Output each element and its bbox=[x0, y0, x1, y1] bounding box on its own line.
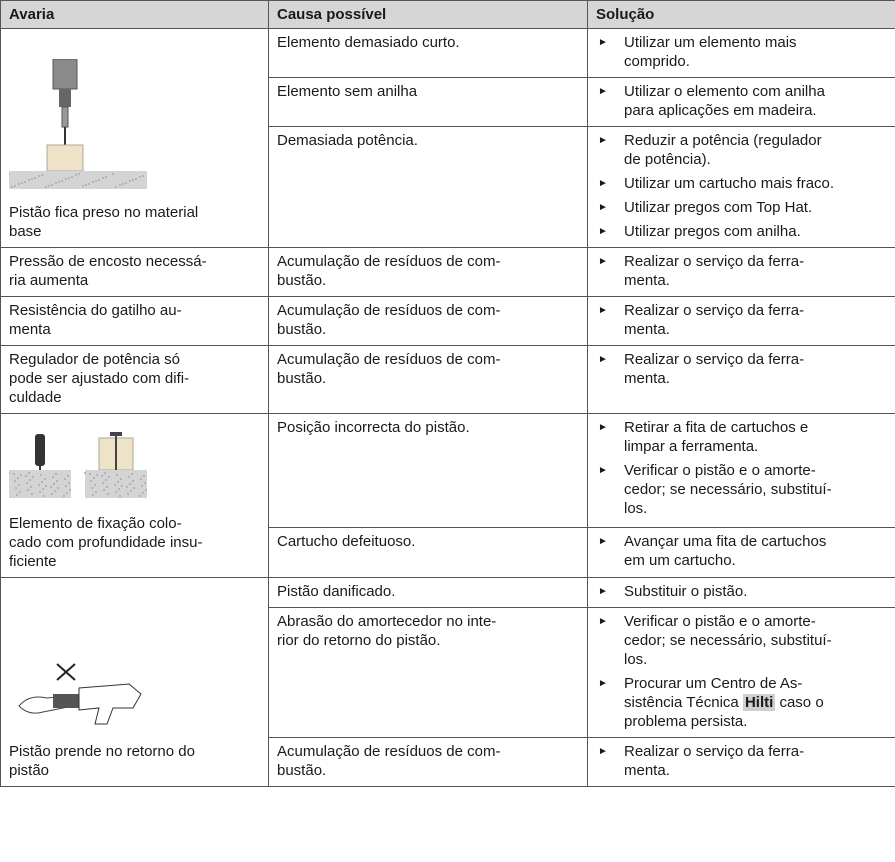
cause-cell: Acumulação de resíduos de com- bustão. bbox=[268, 737, 588, 787]
solution-item: Realizar o serviço da ferra- menta. bbox=[596, 301, 887, 339]
cause-cell: Acumulação de resíduos de com- bustão. bbox=[268, 247, 588, 297]
solution-item: Realizar o serviço da ferra- menta. bbox=[596, 252, 887, 290]
cause-text: Posição incorrecta do pistão. bbox=[277, 419, 470, 436]
cause-text: Acumulação de resíduos de com- bustão. bbox=[277, 351, 501, 387]
table-row: Pistão prende no retorno do pistão Pistão… bbox=[0, 577, 895, 787]
solution-item: Retirar a fita de cartuchos e limpar a f… bbox=[596, 418, 887, 456]
cause-cell: Acumulação de resíduos de com- bustão. bbox=[268, 296, 588, 346]
cause-cell: Elemento demasiado curto. bbox=[268, 28, 588, 78]
table-row: Resistência do gatilho au- menta Acumulaç… bbox=[0, 296, 895, 346]
cause-cell: Demasiada potência. bbox=[268, 126, 588, 248]
cause-text: Elemento sem anilha bbox=[277, 83, 418, 100]
solution-item: Realizar o serviço da ferra- menta. bbox=[596, 350, 887, 388]
cause-cell: Cartucho defeituoso. bbox=[268, 526, 588, 579]
solution-text: Procurar um Centro de As- sistência Técn… bbox=[624, 675, 803, 711]
illustration bbox=[9, 59, 147, 189]
fault-text: Pistão prende no retorno do pistão bbox=[9, 743, 195, 779]
solution-item: Verificar o pistão e o amorte- cedor; se… bbox=[596, 612, 887, 669]
table-row: Regulador de potência só pode ser ajusta… bbox=[0, 345, 895, 414]
table-row: Pistão fica preso no material base Elemen… bbox=[0, 28, 895, 248]
fault-cell: Pressão de encosto necessá- ria aumenta bbox=[0, 247, 269, 297]
brand-name: Hilti bbox=[742, 694, 776, 711]
solution-list: Realizar o serviço da ferra- menta. bbox=[596, 301, 887, 339]
fault-cell: Pistão prende no retorno do pistão bbox=[0, 577, 269, 787]
solution-list: Reduzir a potência (regulador de potênci… bbox=[596, 131, 887, 241]
solution-item: Verificar o pistão e o amorte- cedor; se… bbox=[596, 461, 887, 518]
solution-cell: Utilizar o elemento com anilha para apli… bbox=[587, 77, 895, 127]
solution-cell: Verificar o pistão e o amorte- cedor; se… bbox=[587, 607, 895, 738]
solution-list: Avançar uma fita de cartuchos em um cart… bbox=[596, 532, 887, 570]
solution-item: Utilizar um elemento mais comprido. bbox=[596, 33, 887, 71]
solution-text: caso o problema persista. bbox=[624, 694, 824, 730]
cause-cell: Abrasão do amortecedor no inte- rior do … bbox=[268, 607, 588, 738]
fault-cell: Regulador de potência só pode ser ajusta… bbox=[0, 345, 269, 414]
fault-cell: Resistência do gatilho au- menta bbox=[0, 296, 269, 346]
solution-list: Utilizar um elemento mais comprido. bbox=[596, 33, 887, 71]
table-row: Pressão de encosto necessá- ria aumenta A… bbox=[0, 247, 895, 297]
solution-cell: Realizar o serviço da ferra- menta. bbox=[587, 247, 895, 297]
cause-text: Pistão danificado. bbox=[277, 583, 396, 600]
table-row: Abrasão do amortecedor no inte- rior do … bbox=[1, 607, 895, 738]
header-cell: Solução bbox=[587, 0, 895, 29]
solution-list: Realizar o serviço da ferra- menta. bbox=[596, 742, 887, 780]
solution-item: Realizar o serviço da ferra- menta. bbox=[596, 742, 887, 780]
table-row: Demasiada potência. Reduzir a potência (r… bbox=[1, 126, 895, 248]
cause-text: Abrasão do amortecedor no inte- rior do … bbox=[277, 613, 497, 649]
solution-list: Utilizar o elemento com anilha para apli… bbox=[596, 82, 887, 120]
solution-cell: Realizar o serviço da ferra- menta. bbox=[587, 737, 895, 787]
illustration bbox=[18, 663, 142, 725]
fault-text: Pistão fica preso no material base bbox=[9, 204, 199, 240]
cause-text: Demasiada potência. bbox=[277, 132, 418, 149]
cause-cell: Posição incorrecta do pistão. bbox=[268, 413, 588, 528]
solution-list: Verificar o pistão e o amorte- cedor; se… bbox=[596, 612, 887, 731]
solution-cell: Realizar o serviço da ferra- menta. bbox=[587, 345, 895, 414]
table-row: Cartucho defeituoso. Avançar uma fita de … bbox=[1, 526, 895, 579]
fault-text: Resistência do gatilho au- menta bbox=[9, 302, 182, 338]
cause-text: Acumulação de resíduos de com- bustão. bbox=[277, 302, 501, 338]
fault-table: Avaria Causa possível Solução Pistão fic… bbox=[0, 0, 895, 787]
fault-text: Pressão de encosto necessá- ria aumenta bbox=[9, 253, 207, 289]
cause-cell: Acumulação de resíduos de com- bustão. bbox=[268, 345, 588, 414]
cause-text: Cartucho defeituoso. bbox=[277, 532, 416, 550]
solution-item: Procurar um Centro de As- sistência Técn… bbox=[596, 674, 887, 731]
solution-cell: Reduzir a potência (regulador de potênci… bbox=[587, 126, 895, 248]
table-row: Elemento de fixação colo- cado com profu… bbox=[0, 413, 895, 578]
cause-text: Acumulação de resíduos de com- bustão. bbox=[277, 253, 501, 289]
solution-item: Reduzir a potência (regulador de potênci… bbox=[596, 131, 887, 169]
solution-list: Substituir o pistão. bbox=[596, 582, 887, 601]
solution-cell: Realizar o serviço da ferra- menta. bbox=[587, 296, 895, 346]
solution-item: Utilizar um cartucho mais fraco. bbox=[596, 174, 887, 193]
illustration bbox=[9, 432, 147, 498]
solution-cell: Substituir o pistão. bbox=[587, 577, 895, 608]
fault-cell: Pistão fica preso no material base bbox=[0, 28, 269, 248]
cause-cell: Elemento sem anilha bbox=[268, 77, 588, 127]
solution-item: Avançar uma fita de cartuchos em um cart… bbox=[596, 532, 887, 570]
cause-text: Elemento demasiado curto. bbox=[277, 34, 460, 51]
solution-cell: Avançar uma fita de cartuchos em um cart… bbox=[587, 526, 895, 579]
solution-item: Substituir o pistão. bbox=[596, 582, 887, 601]
solution-list: Realizar o serviço da ferra- menta. bbox=[596, 252, 887, 290]
solution-cell: Utilizar um elemento mais comprido. bbox=[587, 28, 895, 78]
table-body: Pistão fica preso no material base Elemen… bbox=[0, 28, 895, 787]
solution-item: Utilizar o elemento com anilha para apli… bbox=[596, 82, 887, 120]
solution-cell: Retirar a fita de cartuchos e limpar a f… bbox=[587, 413, 895, 528]
fault-cell: Elemento de fixação colo- cado com profu… bbox=[0, 413, 269, 578]
header-cell: Causa possível bbox=[268, 0, 588, 29]
table-row: Acumulação de resíduos de com- bustão. Re… bbox=[1, 737, 895, 787]
solution-list: Realizar o serviço da ferra- menta. bbox=[596, 350, 887, 388]
fault-text: Elemento de fixação colo- cado com profu… bbox=[9, 515, 203, 570]
header-row: Avaria Causa possível Solução bbox=[0, 0, 895, 29]
solution-list: Retirar a fita de cartuchos e limpar a f… bbox=[596, 418, 887, 518]
header-cell: Avaria bbox=[0, 0, 269, 29]
cause-cell: Pistão danificado. bbox=[268, 577, 588, 608]
solution-item: Utilizar pregos com Top Hat. bbox=[596, 198, 887, 217]
solution-item: Utilizar pregos com anilha. bbox=[596, 222, 887, 241]
fault-text: Regulador de potência só pode ser ajusta… bbox=[9, 351, 190, 406]
cause-text: Acumulação de resíduos de com- bustão. bbox=[277, 743, 501, 779]
